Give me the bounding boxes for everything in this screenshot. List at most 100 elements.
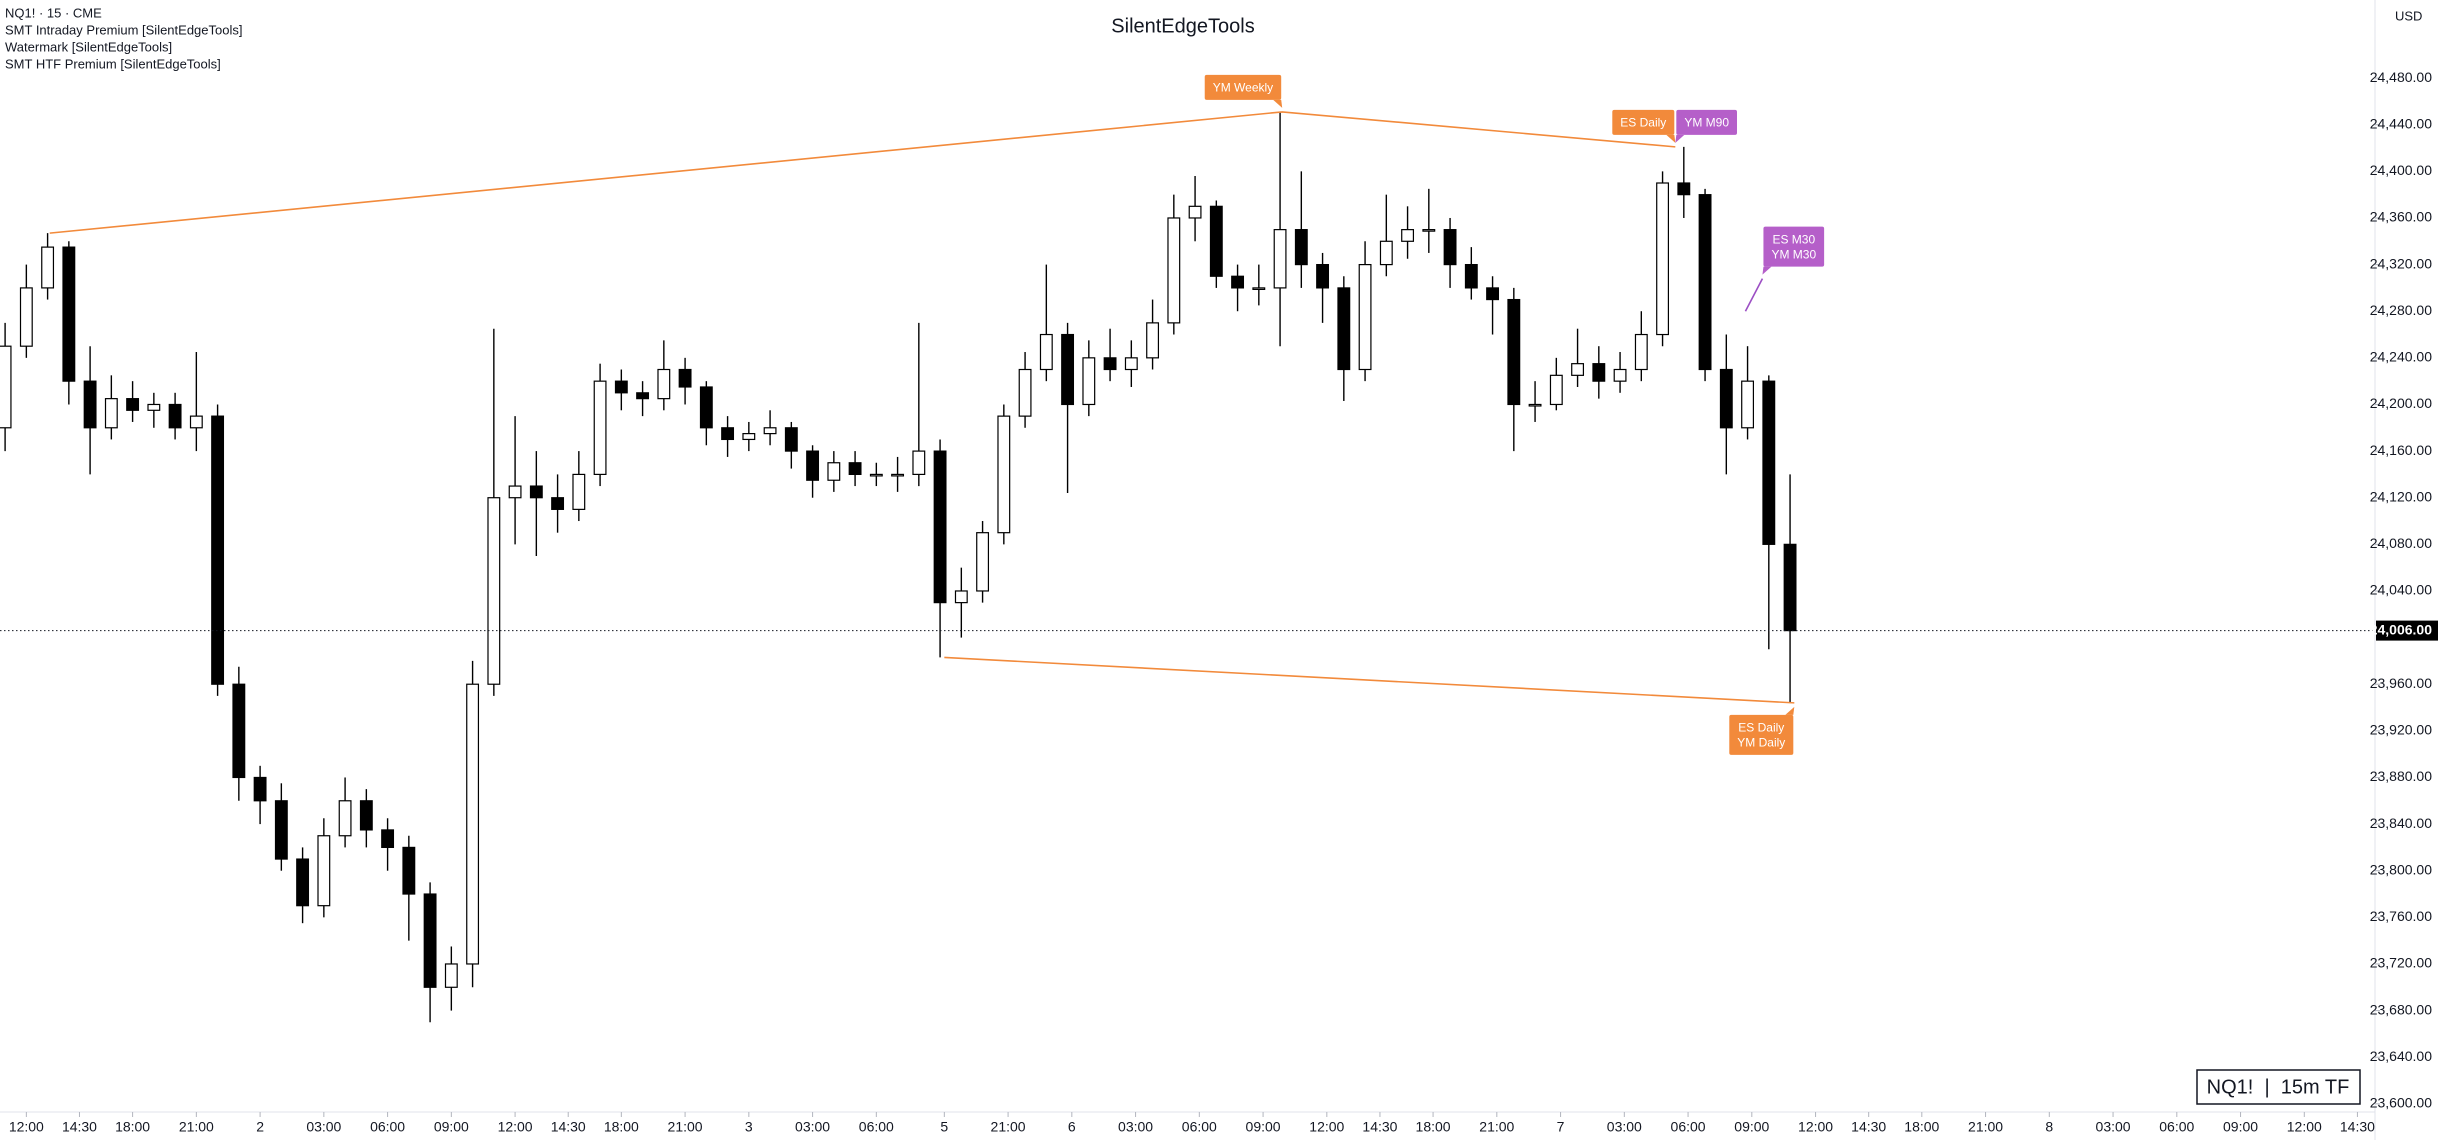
callout: YM M90 xyxy=(1675,109,1738,143)
legend-line: NQ1! · 15 · CME xyxy=(5,5,102,20)
candle-body xyxy=(1146,322,1160,359)
smt-line xyxy=(944,656,1795,704)
smt-line xyxy=(1744,278,1764,312)
candle-body xyxy=(1719,368,1733,429)
candle-body xyxy=(1507,298,1521,406)
callout-text: ES Daily xyxy=(1738,721,1784,735)
callout-text: ES M30 xyxy=(1772,232,1815,246)
candle-body xyxy=(1762,380,1776,545)
callout-pointer xyxy=(1666,134,1676,143)
y-tick-label: 23,920.00 xyxy=(2370,722,2432,738)
y-tick-label: 24,200.00 xyxy=(2370,395,2432,411)
candle-body xyxy=(1039,333,1053,371)
candle-body xyxy=(189,415,203,429)
candle-body xyxy=(83,380,97,429)
candle-body xyxy=(1061,333,1075,406)
callout-box xyxy=(1676,109,1738,135)
candle-body xyxy=(891,473,905,477)
callout-text: YM M30 xyxy=(1771,247,1816,261)
candle-body xyxy=(806,450,820,481)
y-tick-label: 24,320.00 xyxy=(2370,255,2432,271)
candle-body xyxy=(1464,263,1478,289)
x-tick-label: 06:00 xyxy=(1671,1119,1706,1135)
last-price-label: 24,006.00 xyxy=(2370,621,2432,637)
candle-body xyxy=(763,427,777,435)
candle-body xyxy=(678,368,692,388)
candle-body xyxy=(1528,403,1542,407)
candle-body xyxy=(912,450,926,476)
candle-body xyxy=(1337,287,1351,371)
callout: YM Weekly xyxy=(1204,74,1283,108)
y-tick-label: 23,880.00 xyxy=(2370,768,2432,784)
x-tick-label: 09:00 xyxy=(2223,1119,2258,1135)
callout: ES Daily xyxy=(1612,109,1676,143)
x-tick-label: 21:00 xyxy=(1479,1119,1514,1135)
overlay: SilentEdgeTools USD NQ1! · 15 · CME SMT I… xyxy=(5,5,2438,1135)
candle-body xyxy=(1698,194,1712,371)
x-tick-label: 06:00 xyxy=(370,1119,405,1135)
candle-body xyxy=(1549,374,1563,406)
candle-body xyxy=(1316,263,1330,289)
candle-body xyxy=(848,462,862,476)
y-tick-label: 23,800.00 xyxy=(2370,861,2432,877)
x-tick-label: 21:00 xyxy=(991,1119,1026,1135)
candle-body xyxy=(1443,229,1457,266)
candle-body xyxy=(1294,229,1308,266)
candle-body xyxy=(636,392,650,400)
x-tick-label: 12:00 xyxy=(9,1119,44,1135)
x-tick-label: 12:00 xyxy=(498,1119,533,1135)
x-tick-label: 03:00 xyxy=(1607,1119,1642,1135)
callout-box xyxy=(1763,226,1825,267)
candle-body xyxy=(1677,182,1691,196)
y-tick-label: 24,280.00 xyxy=(2370,302,2432,318)
candle-body xyxy=(402,846,416,895)
candle-body xyxy=(444,963,458,988)
candle-body xyxy=(508,485,522,499)
candle-body xyxy=(211,415,225,685)
x-tick-label: 5 xyxy=(940,1119,948,1135)
candle-body xyxy=(147,403,161,411)
candle-body xyxy=(0,345,12,429)
x-tick-label: 3 xyxy=(745,1119,753,1135)
candle-body xyxy=(381,829,395,849)
candle-body xyxy=(699,386,713,429)
candle-body xyxy=(1613,368,1627,382)
candle-body xyxy=(593,380,607,476)
y-tick-label: 23,960.00 xyxy=(2370,675,2432,691)
y-tick-label: 24,240.00 xyxy=(2370,349,2432,365)
callout-text: ES Daily xyxy=(1620,116,1666,130)
candle-body xyxy=(1592,363,1606,382)
candle-body xyxy=(1188,205,1202,219)
badge-text: NQ1! | 15m TF xyxy=(2207,1076,2350,1098)
x-tick-label: 6 xyxy=(1068,1119,1076,1135)
badge-box xyxy=(2196,1069,2361,1105)
candle-body xyxy=(1358,263,1372,371)
x-tick-label: 03:00 xyxy=(1118,1119,1153,1135)
candle-body xyxy=(1571,363,1585,376)
candle-body xyxy=(41,246,55,289)
candle-body xyxy=(1124,357,1138,371)
candle-body xyxy=(466,683,480,965)
candle-body xyxy=(126,398,140,411)
callout-text: YM Weekly xyxy=(1213,81,1273,95)
x-tick-label: 12:00 xyxy=(1798,1119,1833,1135)
candle-body xyxy=(1273,229,1287,289)
x-tick-label: 12:00 xyxy=(1309,1119,1344,1135)
candle-body xyxy=(721,427,735,441)
candle-body xyxy=(19,287,33,347)
y-tick-label: 23,760.00 xyxy=(2370,908,2432,924)
y-tick-label: 24,160.00 xyxy=(2370,442,2432,458)
x-tick-label: 03:00 xyxy=(2096,1119,2131,1135)
x-tick-label: 7 xyxy=(1557,1119,1565,1135)
x-tick-label: 21:00 xyxy=(179,1119,214,1135)
x-tick-label: 14:30 xyxy=(1851,1119,1886,1135)
candle-body xyxy=(1401,229,1415,242)
y-tick-label: 24,480.00 xyxy=(2370,69,2432,85)
candle-body xyxy=(1103,357,1117,371)
x-tick-label: 8 xyxy=(2045,1119,2053,1135)
legend-line: Watermark [SilentEdgeTools] xyxy=(5,39,172,54)
candle-body xyxy=(784,427,798,452)
